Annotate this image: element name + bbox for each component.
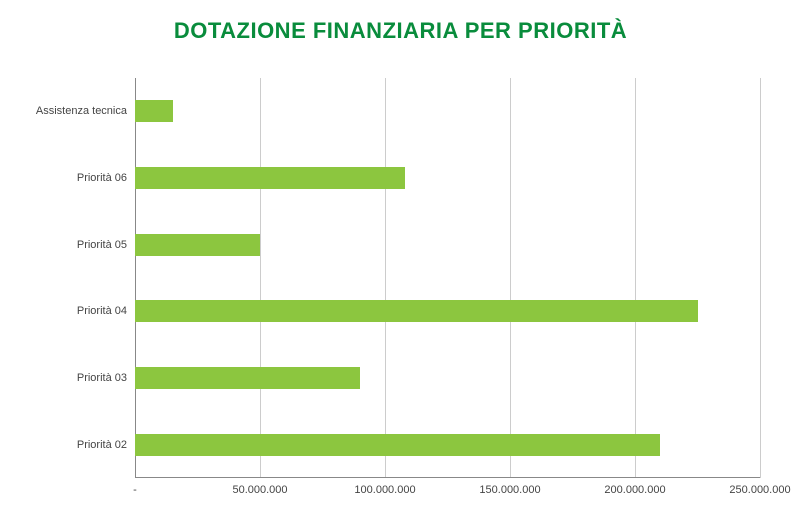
bar [135, 234, 260, 256]
gridline [385, 78, 386, 478]
y-tick-label: Priorità 02 [77, 439, 135, 451]
gridline [635, 78, 636, 478]
x-tick-label: 150.000.000 [479, 484, 540, 496]
y-tick-label: Assistenza tecnica [36, 105, 135, 117]
bar [135, 100, 173, 122]
x-tick-label: 100.000.000 [354, 484, 415, 496]
bar [135, 167, 405, 189]
x-axis [135, 477, 760, 478]
x-tick-label: - [133, 484, 137, 496]
bar [135, 300, 698, 322]
chart-title: DOTAZIONE FINANZIARIA PER PRIORITÀ [0, 18, 801, 44]
x-tick-label: 50.000.000 [232, 484, 287, 496]
chart-container: DOTAZIONE FINANZIARIA PER PRIORITÀ -50.0… [0, 0, 801, 525]
gridline [260, 78, 261, 478]
y-tick-label: Priorità 03 [77, 372, 135, 384]
y-tick-label: Priorità 05 [77, 239, 135, 251]
plot-area: -50.000.000100.000.000150.000.000200.000… [135, 78, 760, 478]
bar [135, 434, 660, 456]
y-axis [135, 78, 136, 478]
gridline [510, 78, 511, 478]
y-tick-label: Priorità 06 [77, 172, 135, 184]
x-tick-label: 250.000.000 [729, 484, 790, 496]
y-tick-label: Priorità 04 [77, 305, 135, 317]
bar [135, 367, 360, 389]
gridline [760, 78, 761, 478]
x-tick-label: 200.000.000 [604, 484, 665, 496]
